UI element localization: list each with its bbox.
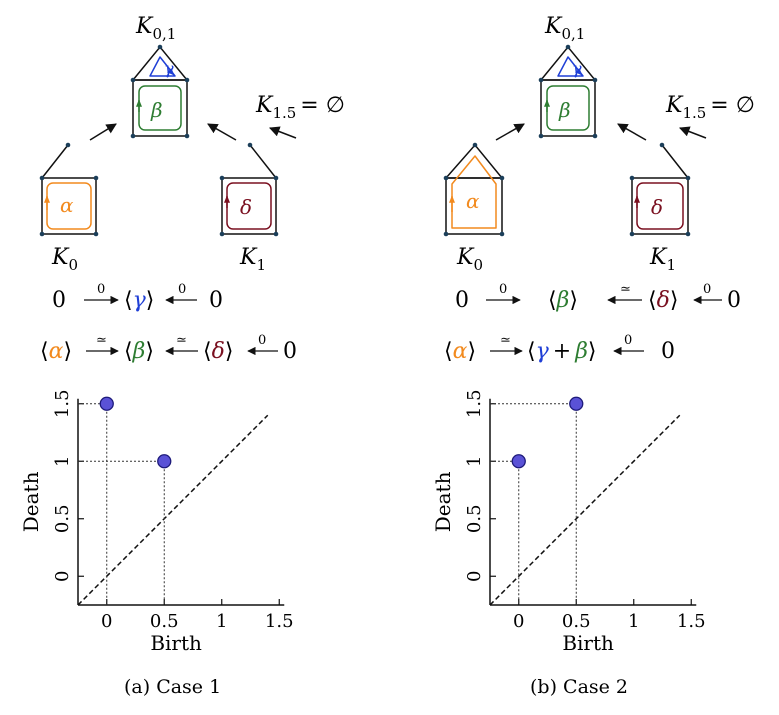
svg-text:⟨γ+β⟩: ⟨γ + β⟩	[527, 339, 597, 364]
svg-text:⟨δ⟩: ⟨δ⟩	[648, 288, 678, 313]
svg-text:⟨α⟩: ⟨α⟩	[40, 339, 72, 364]
x-tick-label: 0	[101, 611, 112, 632]
sequence-row-1-b: 0 0 ⟨β⟩ ≃ ⟨δ⟩ 0 0	[455, 282, 741, 313]
gamma-loop	[149, 56, 176, 77]
data-point	[511, 454, 526, 469]
caption-b: (b) Case 2	[530, 676, 628, 698]
persistence-diagram-b: 0 0.5 1 1.5 0 0.5 1 1.5 Birth Death	[431, 389, 706, 655]
x-axis-label: Birth	[562, 631, 614, 655]
x-tick-label: 1.5	[677, 611, 706, 632]
y-tick-label: 1	[464, 456, 485, 467]
svg-text:⟨δ⟩: ⟨δ⟩	[203, 339, 233, 364]
svg-text:0: 0	[52, 288, 66, 313]
svg-text:⟨γ⟩: ⟨γ⟩	[124, 288, 154, 313]
svg-text:0: 0	[703, 282, 711, 297]
y-axis-label: Death	[431, 471, 455, 532]
caption-a: (a) Case 1	[124, 676, 221, 698]
complex-k1-b: δ	[629, 142, 691, 237]
arrow-k0-to-k01-b	[495, 123, 525, 141]
svg-text:0: 0	[97, 282, 105, 297]
svg-text:⟨α⟩: ⟨α⟩	[444, 339, 476, 364]
alpha-symbol: α	[60, 193, 74, 217]
y-tick-label: 0.5	[52, 504, 73, 533]
arrow-k0-to-k01	[89, 123, 117, 141]
gamma-symbol: γ	[164, 59, 174, 78]
arrow-k15-to-k1	[269, 126, 297, 139]
sequence-row-2-b: ⟨α⟩ ≃ ⟨γ + β⟩ 0 0	[444, 333, 675, 364]
x-tick-label: 0	[513, 611, 524, 632]
k1-label-b: K1	[649, 245, 676, 274]
svg-text:0: 0	[258, 333, 266, 348]
alpha-symbol-b: α	[466, 189, 480, 213]
x-tick-label: 0.5	[562, 611, 591, 632]
gamma-loop-b	[557, 56, 584, 77]
svg-text:⟨β⟩: ⟨β⟩	[124, 339, 154, 364]
beta-symbol-b: β	[558, 98, 571, 122]
svg-text:≃: ≃	[500, 333, 511, 348]
sequence-row-2: ⟨α⟩ ≃ ⟨β⟩ ≃ ⟨δ⟩ 0 0	[40, 333, 297, 364]
svg-text:0: 0	[209, 288, 223, 313]
k15-label: K1.5 = ∅	[255, 93, 345, 122]
svg-text:≃: ≃	[176, 333, 187, 348]
svg-text:≃: ≃	[96, 333, 107, 348]
k15-label-b: K1.5 = ∅	[665, 93, 755, 122]
complex-k01-b: γ β	[538, 44, 598, 139]
complex-k0-b: α	[443, 142, 505, 237]
persistence-diagram-a: 0 0.5 1 1.5 0 0.5 1 1.5 Birth Death	[19, 389, 294, 655]
sequence-row-1: 0 0 ⟨γ⟩ 0 0	[52, 282, 223, 313]
svg-text:≃: ≃	[620, 282, 631, 297]
x-tick-label: 1	[216, 611, 227, 632]
y-tick-label: 0	[52, 571, 73, 582]
y-tick-label: 1.5	[52, 389, 73, 418]
svg-text:0: 0	[283, 339, 297, 364]
panel-a: K0,1 γ β α	[19, 14, 345, 698]
y-tick-label: 1	[52, 456, 73, 467]
y-tick-label: 1.5	[464, 389, 485, 418]
svg-text:0: 0	[727, 288, 741, 313]
data-point	[157, 454, 172, 469]
k01-label-b: K0,1	[544, 14, 585, 43]
diagonal-line	[489, 414, 681, 606]
svg-text:0: 0	[624, 333, 632, 348]
arrow-k1-to-k01	[207, 123, 237, 141]
complex-k1: δ	[219, 142, 279, 237]
beta-symbol: β	[150, 98, 163, 122]
panel-b: K0,1 γ β α K0	[431, 14, 755, 698]
data-point	[569, 396, 584, 411]
svg-text:0: 0	[178, 282, 186, 297]
svg-text:0: 0	[661, 339, 675, 364]
y-tick-label: 0	[464, 571, 485, 582]
k0-label: K0	[51, 245, 78, 274]
delta-symbol: δ	[240, 195, 252, 219]
y-axis-label: Death	[19, 471, 43, 532]
gamma-symbol-b: γ	[572, 59, 582, 78]
complex-k01: γ β	[130, 44, 190, 139]
complex-k0: α	[39, 142, 99, 237]
delta-symbol-b: δ	[651, 195, 663, 219]
svg-text:0: 0	[499, 282, 507, 297]
svg-text:0: 0	[455, 288, 469, 313]
x-tick-label: 1	[628, 611, 639, 632]
x-axis-label: Birth	[150, 631, 202, 655]
x-tick-label: 0.5	[150, 611, 179, 632]
diagonal-line	[77, 414, 269, 606]
svg-text:⟨β⟩: ⟨β⟩	[548, 288, 578, 313]
y-tick-label: 0.5	[464, 504, 485, 533]
k1-label: K1	[239, 245, 266, 274]
x-tick-label: 1.5	[265, 611, 294, 632]
data-point	[99, 396, 114, 411]
k0-label-b: K0	[456, 245, 483, 274]
k01-label: K0,1	[135, 14, 176, 43]
arrow-k1-to-k01-b	[617, 123, 647, 141]
arrow-k15-to-k1-b	[679, 126, 707, 139]
alpha-loop-b	[451, 155, 497, 229]
